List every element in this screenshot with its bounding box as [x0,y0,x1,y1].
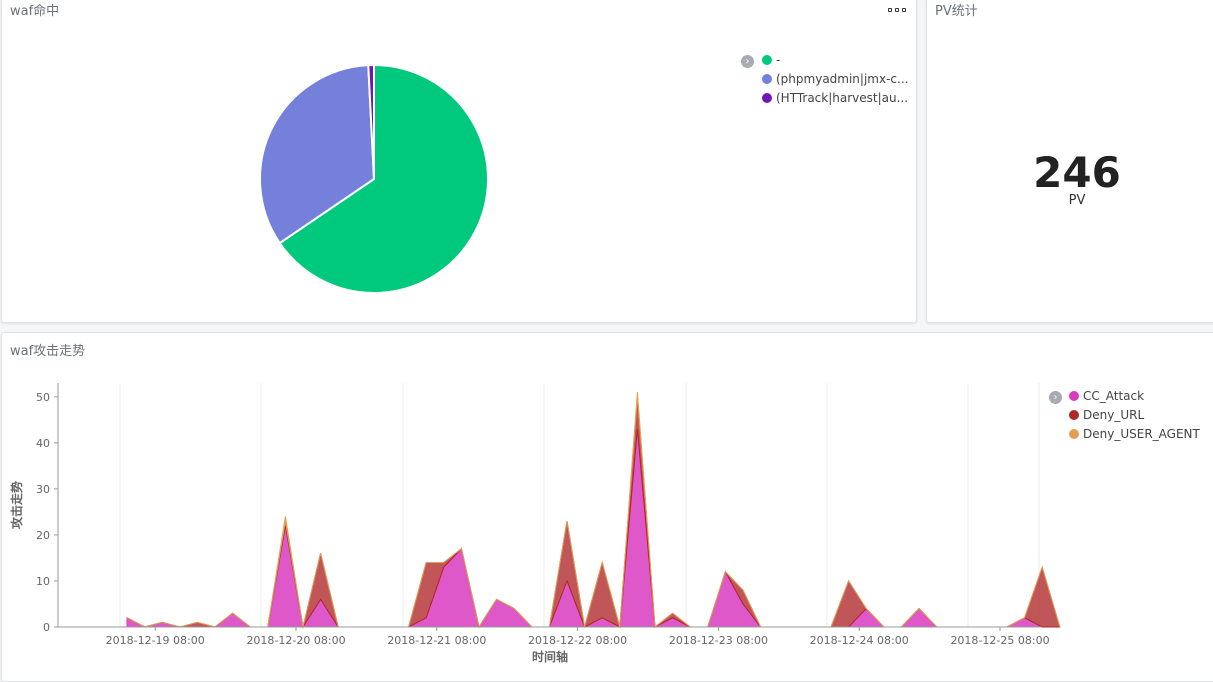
metric-value: 246 [1033,148,1121,197]
legend-item[interactable]: Deny_URL [1069,405,1200,424]
x-tick-label: 2018-12-20 08:00 [246,634,345,647]
y-tick-label: 40 [36,437,50,450]
legend-item[interactable]: CC_Attack [1069,386,1200,405]
panel-options-icon[interactable] [888,5,906,15]
pie-slice [367,63,375,180]
legend-dot [762,54,772,65]
legend-dot [762,92,772,103]
y-tick-label: 50 [36,391,50,404]
y-tick-label: 20 [36,529,50,542]
x-tick-label: 2018-12-24 08:00 [810,634,909,647]
waf-attack-trend-panel: waf攻击走势 0 10 20 30 40 50 2018-12-19 08:00 2018-… [1,332,1213,682]
area-series-deny-url [126,396,1061,629]
legend-dot [1069,428,1079,439]
pie-legend: - (phpmyadmin|jmx-c... (HTTrack|harvest|… [762,50,908,107]
y-tick-label: 10 [36,575,50,588]
y-tick-label: 0 [43,621,50,634]
y-axis-title: 攻击走势 [9,481,24,529]
legend-dot [762,73,772,84]
legend-item[interactable]: (phpmyadmin|jmx-c... [762,69,908,88]
pie-slice [258,64,376,245]
x-tick-label: 2018-12-23 08:00 [669,634,768,647]
x-tick-label: 2018-12-25 08:00 [950,634,1049,647]
legend-item[interactable]: - [762,50,908,69]
x-tick-label: 2018-12-22 08:00 [528,634,627,647]
legend-item[interactable]: (HTTrack|harvest|au... [762,88,908,107]
panel-title: waf攻击走势 [10,344,86,359]
pv-stats-panel: PV统计 246 PV [926,0,1213,323]
area-legend: CC_Attack Deny_URL Deny_USER_AGENT [1069,386,1200,443]
y-tick-label: 30 [36,483,50,496]
metric-label: PV [1068,193,1086,208]
legend-dot [1069,390,1079,401]
x-axis-title: 时间轴 [532,649,568,664]
legend-toggle-icon[interactable]: › [1049,391,1062,404]
pie-slice [278,63,489,294]
pie-chart [258,63,489,294]
legend-item[interactable]: Deny_USER_AGENT [1069,424,1200,443]
x-tick-label: 2018-12-21 08:00 [387,634,486,647]
x-tick-label: 2018-12-19 08:00 [106,634,205,647]
area-series-deny-user-agent [126,392,1061,629]
panel-title: waf命中 [10,4,60,19]
area-chart: 0 10 20 30 40 50 2018-12-19 08:00 2018-12-20 08… [9,383,1061,664]
legend-toggle-icon[interactable]: › [741,55,754,68]
waf-hits-panel: waf命中 › - (phpmyadmin|jmx-c... (HTTrack|… [1,0,917,323]
legend-dot [1069,409,1079,420]
panel-title: PV统计 [935,4,978,19]
